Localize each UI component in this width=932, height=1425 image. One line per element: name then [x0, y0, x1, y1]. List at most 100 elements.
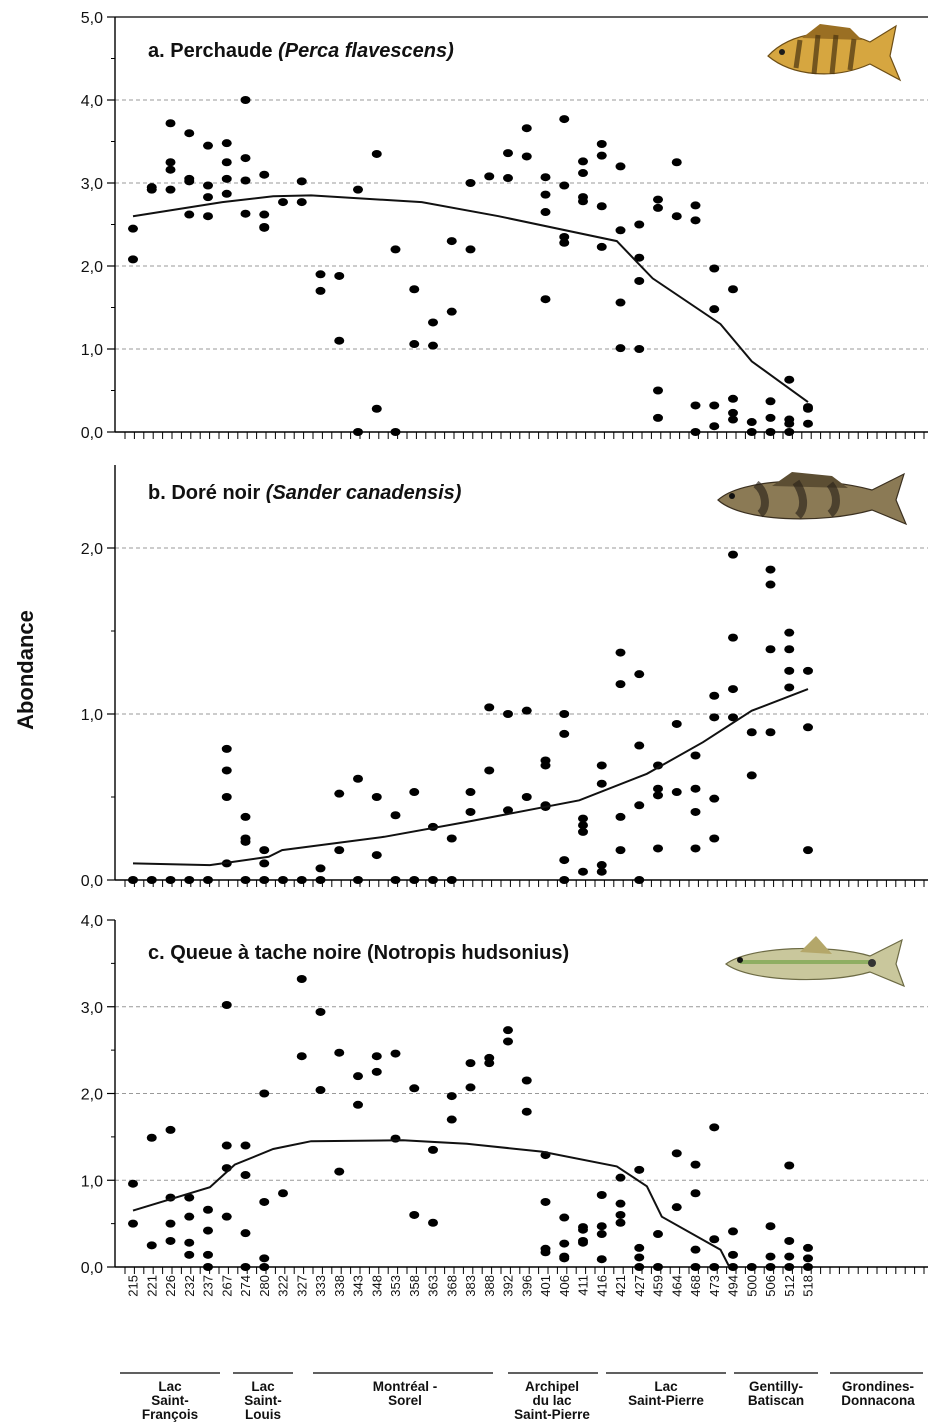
- y-tick-label: 3,0: [81, 1000, 103, 1017]
- data-point: [203, 1226, 213, 1235]
- data-point: [709, 422, 720, 431]
- data-point: [353, 1072, 363, 1081]
- x-tick-label: 518: [801, 1275, 816, 1297]
- data-point: [653, 1230, 663, 1239]
- data-point: [709, 305, 720, 314]
- data-point: [203, 141, 213, 150]
- data-point: [784, 683, 795, 692]
- data-point: [803, 403, 813, 412]
- data-point: [615, 344, 626, 353]
- group-label-montreal-sorel: Montréal - Sorel: [372, 1379, 438, 1408]
- data-point: [184, 177, 195, 186]
- group-label-lac-saint-francois: Lac Saint- François: [141, 1379, 199, 1422]
- data-point: [615, 298, 626, 307]
- data-point: [690, 784, 701, 793]
- data-point: [278, 876, 288, 884]
- data-point: [446, 237, 457, 246]
- data-point: [728, 550, 738, 559]
- data-point: [371, 851, 382, 860]
- data-point: [221, 139, 232, 148]
- data-point: [184, 1250, 195, 1259]
- data-point: [165, 119, 176, 128]
- data-point: [146, 876, 157, 884]
- data-point: [765, 413, 776, 422]
- data-point: [221, 766, 232, 775]
- data-point: [615, 162, 626, 171]
- data-point: [559, 232, 570, 241]
- x-tick-label: 267: [219, 1275, 234, 1297]
- data-point: [765, 1222, 776, 1231]
- data-point: [615, 846, 626, 855]
- data-point: [728, 394, 738, 403]
- data-point: [503, 149, 513, 158]
- data-point: [634, 670, 645, 679]
- data-point: [390, 1134, 401, 1143]
- data-point: [203, 1250, 213, 1259]
- data-point: [578, 867, 588, 876]
- data-point: [615, 648, 626, 657]
- data-point: [596, 1230, 607, 1239]
- data-point: [784, 1161, 795, 1170]
- data-point: [784, 1236, 795, 1245]
- data-point: [221, 189, 232, 198]
- data-point: [521, 1107, 532, 1116]
- data-point: [409, 340, 420, 349]
- data-point: [578, 1225, 588, 1234]
- data-point: [653, 791, 663, 800]
- trend-curve: [132, 688, 809, 867]
- data-point: [634, 253, 645, 262]
- x-tick-label: 464: [669, 1275, 684, 1297]
- data-point: [690, 201, 701, 210]
- data-point: [578, 821, 588, 830]
- data-point: [765, 565, 776, 574]
- data-point: [371, 1052, 382, 1061]
- data-point: [240, 1263, 251, 1271]
- data-point: [653, 413, 663, 422]
- data-point: [653, 1263, 663, 1271]
- data-point: [353, 876, 363, 884]
- data-point: [634, 876, 645, 884]
- data-point: [165, 1125, 176, 1134]
- y-tick-label: 1,0: [81, 342, 103, 359]
- x-tick-label: 392: [501, 1275, 516, 1297]
- data-point: [371, 1067, 382, 1076]
- data-point: [540, 1197, 551, 1206]
- data-point: [521, 124, 532, 133]
- data-point: [803, 1263, 813, 1271]
- data-point: [184, 876, 195, 884]
- data-point: [503, 1026, 513, 1035]
- data-point: [259, 1263, 270, 1271]
- data-point: [728, 633, 738, 642]
- data-point: [409, 1210, 420, 1219]
- data-point: [784, 628, 795, 637]
- x-tick-label: 333: [313, 1275, 328, 1297]
- panel-a-title: a. Perchaude (Perca flavescens): [148, 40, 454, 62]
- data-point: [221, 744, 232, 753]
- data-point: [465, 179, 476, 187]
- data-point: [184, 1193, 195, 1202]
- data-point: [465, 1059, 476, 1068]
- x-tick-label: 396: [519, 1275, 534, 1297]
- data-point: [240, 209, 251, 218]
- data-point: [596, 1222, 607, 1231]
- data-point: [315, 876, 326, 884]
- data-point: [165, 1236, 176, 1245]
- data-point: [278, 198, 288, 207]
- data-point: [315, 270, 326, 279]
- y-tick-label: 3,0: [81, 176, 103, 193]
- data-point: [203, 1205, 213, 1214]
- data-point: [484, 172, 495, 181]
- data-point: [296, 876, 307, 884]
- x-tick-label: 343: [351, 1275, 366, 1297]
- trend-curve: [132, 1139, 731, 1268]
- data-point: [709, 834, 720, 843]
- data-point: [203, 876, 213, 884]
- data-point: [390, 811, 401, 820]
- data-point: [465, 788, 476, 797]
- data-point: [540, 208, 551, 217]
- sauger-fish-icon: [717, 472, 908, 526]
- data-point: [334, 789, 345, 798]
- data-point: [765, 428, 776, 436]
- data-point: [746, 728, 757, 737]
